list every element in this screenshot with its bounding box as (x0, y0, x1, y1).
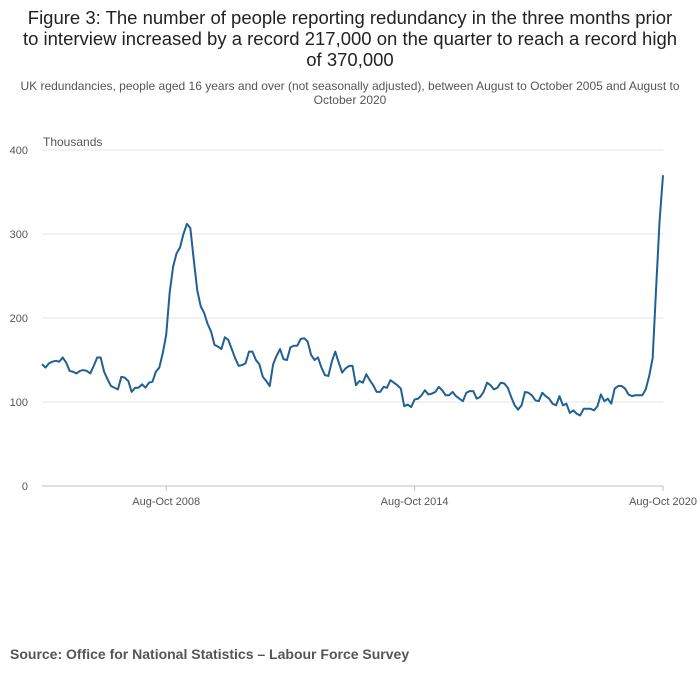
y-axis-label: Thousands (43, 135, 102, 149)
x-tick-label: Aug-Oct 2008 (132, 496, 200, 508)
y-tick-label: 200 (10, 313, 28, 325)
x-tick-label: Aug-Oct 2014 (381, 496, 449, 508)
chart-title: Figure 3: The number of people reporting… (22, 7, 678, 70)
series-line-redundancies (41, 175, 664, 417)
x-tick-label: Aug-Oct 2020 (629, 496, 697, 508)
chart-subtitle: UK redundancies, people aged 16 years an… (20, 79, 680, 107)
y-tick-label: 400 (10, 145, 28, 157)
x-axis: Aug-Oct 2008 Aug-Oct 2014 Aug-Oct 2020 (132, 486, 697, 508)
y-axis-ticks: 0 100 200 300 400 (10, 145, 28, 493)
y-tick-label: 300 (10, 229, 28, 241)
series-group (41, 175, 664, 417)
source-note: Source: Office for National Statistics –… (10, 646, 410, 662)
y-tick-label: 0 (22, 481, 28, 493)
y-tick-label: 100 (10, 397, 28, 409)
gridlines (42, 149, 663, 487)
